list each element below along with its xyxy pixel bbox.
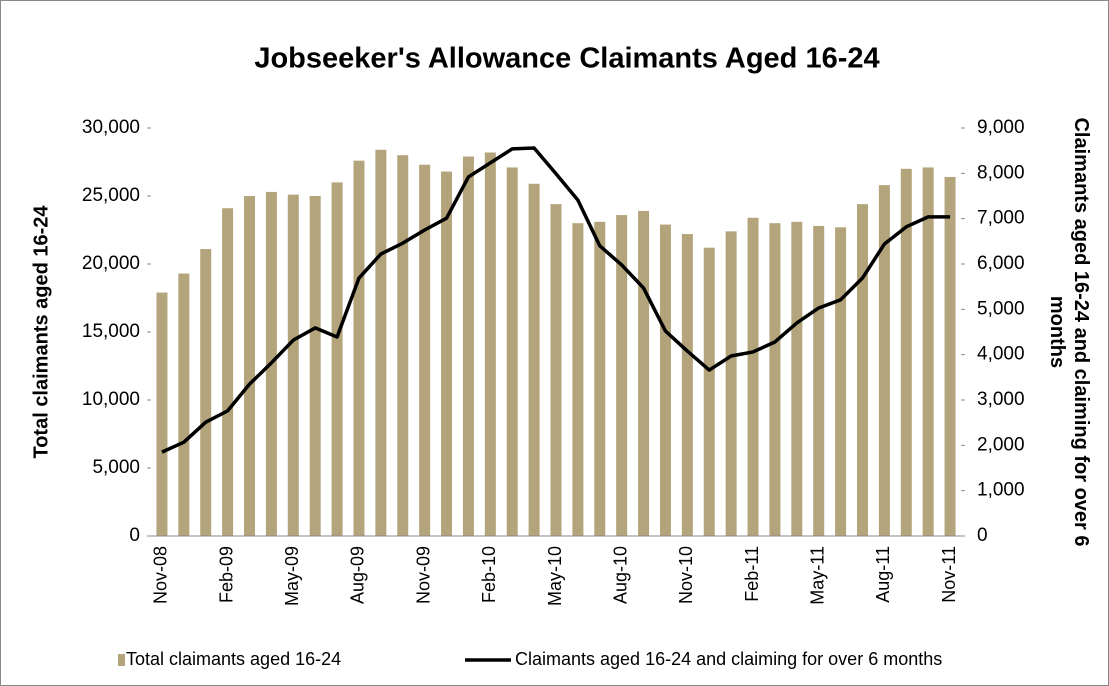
bar: [397, 155, 409, 536]
y-tick-label: 25,000: [82, 185, 140, 206]
x-tick-label: Feb-10: [479, 546, 499, 603]
bar: [725, 231, 737, 537]
x-tick-label: Nov-11: [939, 546, 959, 603]
bar: [462, 156, 474, 536]
y2-tick-label: 0: [977, 525, 988, 546]
bar: [856, 204, 868, 536]
x-tick-label: Nov-10: [676, 546, 696, 604]
bar: [331, 182, 343, 536]
y2-tick-label: 1,000: [977, 480, 1025, 501]
y2-tick-label: 9,000: [977, 117, 1025, 138]
bar: [178, 273, 190, 536]
bar: [528, 183, 540, 536]
y-tick-label: 15,000: [82, 321, 140, 342]
line: [161, 146, 951, 454]
legend-label: Claimants aged 16-24 and claiming for ov…: [515, 649, 942, 669]
y2-tick-label: 3,000: [977, 389, 1025, 410]
bar: [638, 210, 650, 536]
bar: [791, 221, 803, 536]
y2-tick-label: 2,000: [977, 434, 1025, 455]
x-tick-label: Aug-09: [348, 546, 368, 604]
y2-tick-label: 7,000: [977, 208, 1025, 229]
bar: [375, 149, 387, 536]
chart-title: Jobseeker's Allowance Claimants Aged 16-…: [254, 43, 879, 75]
bar: [747, 217, 759, 536]
y-axis-title: Total claimants aged 16-24: [30, 205, 52, 459]
bar: [703, 247, 715, 536]
bar: [222, 208, 234, 537]
bar: [200, 249, 212, 537]
y-tick-label: 10,000: [82, 389, 140, 410]
bar: [659, 224, 671, 536]
bar: [287, 194, 299, 536]
y2-tick-label: 8,000: [977, 162, 1025, 183]
y2-axis-title: Claimants aged 16-24 and claiming for ov…: [1046, 117, 1092, 546]
x-tick-label: Nov-09: [413, 546, 433, 604]
x-tick-label: Aug-11: [873, 546, 893, 603]
x-tick-label: May-09: [282, 546, 302, 606]
x-tick-label: Aug-10: [610, 546, 630, 604]
bar: [419, 164, 431, 536]
bar: [309, 196, 321, 536]
bar: [594, 221, 606, 536]
bar: [484, 152, 496, 537]
bar: [944, 176, 956, 536]
bar: [769, 223, 781, 536]
y2-tick-label: 6,000: [977, 253, 1025, 274]
bar: [572, 223, 584, 536]
y2-tick-label: 5,000: [977, 298, 1025, 319]
legend-swatch: [118, 654, 125, 666]
bar: [441, 171, 453, 536]
y2-tick-label: 4,000: [977, 344, 1025, 365]
x-tick-label: May-10: [545, 546, 565, 606]
y-tick-label: 30,000: [82, 117, 140, 138]
bar: [878, 185, 890, 536]
bar: [835, 227, 847, 536]
x-tick-label: Feb-09: [216, 546, 236, 603]
legend-label: Total claimants aged 16-24: [126, 649, 341, 669]
y-tick-label: 5,000: [92, 457, 140, 478]
y-tick-label: 20,000: [82, 253, 140, 274]
bar: [353, 160, 365, 536]
y-tick-label: 0: [129, 525, 140, 546]
bar: [244, 196, 256, 536]
bar: [550, 204, 562, 536]
bar: [156, 292, 168, 536]
bar: [681, 234, 693, 536]
x-tick-label: May-11: [807, 546, 827, 605]
bar: [900, 168, 912, 537]
bar: [506, 167, 518, 536]
bar: [922, 167, 934, 536]
bar: [813, 225, 825, 537]
bar: [616, 215, 628, 537]
x-tick-label: Nov-08: [151, 546, 171, 604]
x-tick-label: Feb-11: [742, 546, 762, 602]
